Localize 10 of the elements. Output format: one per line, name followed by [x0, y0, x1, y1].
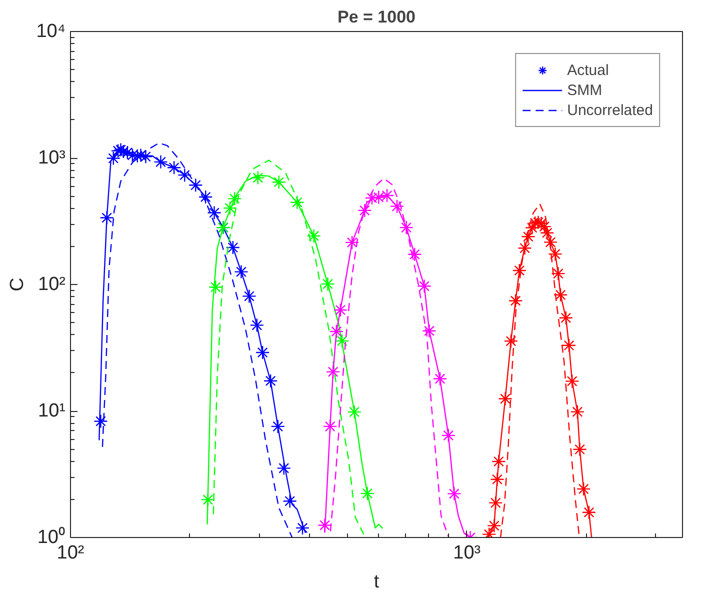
legend-label: SMM	[567, 82, 602, 98]
y-tick-label: 10¹	[38, 400, 66, 422]
legend-label: Actual	[567, 62, 609, 78]
x-axis-title: t	[374, 572, 380, 592]
legend-label: Uncorrelated	[567, 102, 653, 118]
chart-title: Pe = 1000	[338, 8, 416, 26]
y-tick-label: 10²	[38, 274, 66, 295]
y-axis-title: C	[7, 278, 28, 292]
y-tick-label: 10³	[38, 148, 66, 168]
y-tick-label: 10⁴	[36, 21, 66, 42]
